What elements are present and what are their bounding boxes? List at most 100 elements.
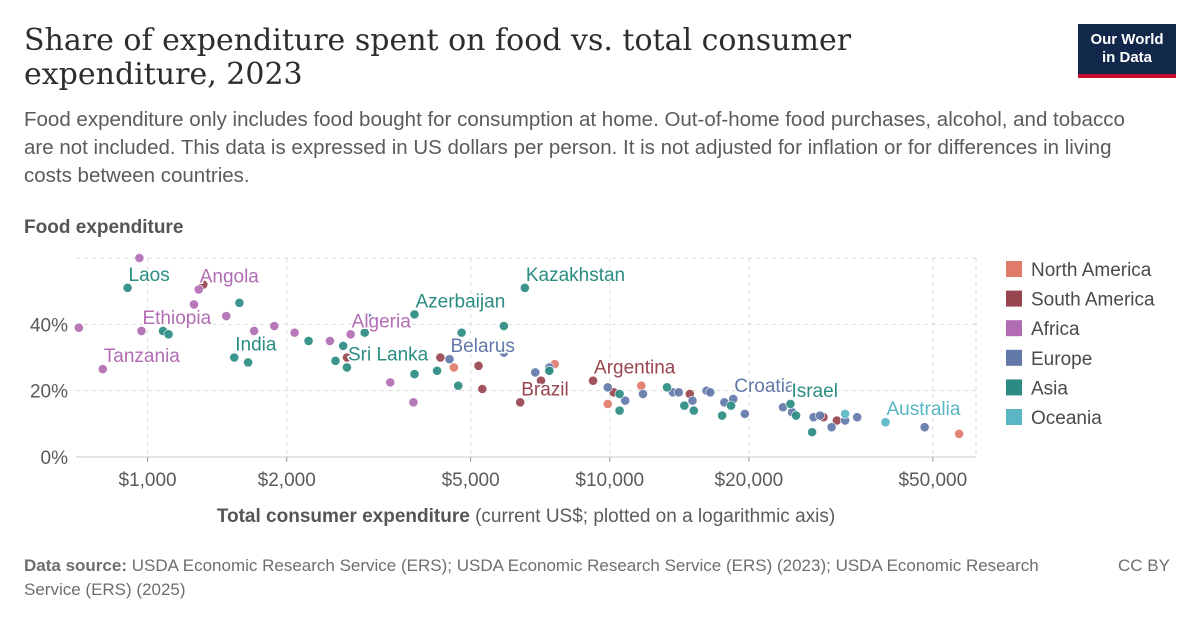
data-point[interactable]: [342, 362, 352, 373]
data-point[interactable]: [807, 427, 817, 438]
point-label: Australia: [887, 399, 961, 420]
data-point[interactable]: [815, 410, 825, 421]
data-point[interactable]: [193, 284, 204, 295]
data-point[interactable]: [544, 365, 555, 376]
point-label: Tanzania: [104, 346, 180, 367]
legend-swatch[interactable]: [1006, 320, 1022, 337]
data-point[interactable]: [785, 399, 796, 409]
legend-label[interactable]: Africa: [1031, 319, 1080, 340]
data-point[interactable]: [705, 387, 716, 398]
data-point[interactable]: [791, 410, 801, 421]
point-label: Angola: [200, 267, 260, 288]
data-point[interactable]: [954, 428, 965, 439]
legend-swatch[interactable]: [1006, 409, 1022, 425]
data-point[interactable]: [638, 389, 648, 399]
data-point[interactable]: [688, 405, 699, 416]
y-axis-title: Food expenditure: [24, 217, 183, 238]
data-point[interactable]: [136, 326, 147, 336]
legend-label[interactable]: Europe: [1031, 349, 1092, 370]
data-point[interactable]: [249, 326, 260, 336]
data-point[interactable]: [345, 329, 356, 340]
data-point[interactable]: [243, 357, 254, 368]
data-point[interactable]: [456, 327, 467, 338]
data-point[interactable]: [840, 408, 851, 419]
data-point[interactable]: [342, 352, 352, 363]
data-point[interactable]: [234, 297, 245, 308]
data-point[interactable]: [97, 364, 108, 375]
data-point[interactable]: [498, 347, 509, 358]
y-tick-label: 0%: [41, 448, 69, 469]
x-axis-title: Total consumer expenditure (current US$;…: [217, 506, 835, 527]
data-point[interactable]: [221, 311, 232, 321]
legend-swatch[interactable]: [1006, 349, 1022, 366]
data-point[interactable]: [409, 309, 420, 320]
data-point[interactable]: [620, 395, 631, 406]
data-point[interactable]: [385, 377, 396, 388]
legend-label[interactable]: North America: [1031, 260, 1152, 281]
data-point[interactable]: [73, 322, 84, 333]
data-point[interactable]: [536, 375, 546, 386]
chart-title: Share of expenditure spent on food vs. t…: [24, 23, 852, 92]
data-point[interactable]: [330, 355, 341, 366]
legend-swatch[interactable]: [1006, 379, 1022, 396]
data-point[interactable]: [134, 253, 145, 263]
data-point[interactable]: [515, 397, 526, 408]
point-label: Brazil: [521, 379, 569, 400]
data-point[interactable]: [303, 336, 314, 346]
data-point[interactable]: [826, 422, 837, 433]
data-source: Data source: USDA Economic Research Serv…: [24, 554, 1054, 602]
our-world-in-data-logo[interactable]: Our World in Data: [1078, 24, 1176, 78]
point-label: Laos: [129, 265, 170, 286]
data-point[interactable]: [122, 282, 133, 293]
data-point[interactable]: [588, 375, 598, 386]
data-point[interactable]: [435, 352, 446, 363]
data-point[interactable]: [444, 354, 455, 365]
data-point[interactable]: [739, 408, 750, 419]
data-point[interactable]: [530, 367, 541, 378]
data-point[interactable]: [338, 340, 349, 351]
data-point[interactable]: [636, 380, 647, 391]
data-point[interactable]: [229, 352, 240, 363]
data-point[interactable]: [687, 395, 698, 406]
data-point[interactable]: [409, 369, 420, 379]
x-tick-label: $20,000: [715, 470, 784, 491]
data-point[interactable]: [880, 417, 891, 428]
legend-label[interactable]: Oceania: [1031, 408, 1102, 429]
data-point[interactable]: [519, 282, 530, 293]
license-link[interactable]: CC BY: [1118, 556, 1170, 575]
data-point[interactable]: [163, 329, 174, 340]
data-point[interactable]: [359, 327, 370, 338]
x-tick-label: $2,000: [258, 470, 316, 491]
legend-swatch[interactable]: [1006, 261, 1022, 277]
legend-label[interactable]: Asia: [1031, 378, 1068, 399]
data-point[interactable]: [473, 360, 484, 371]
data-point[interactable]: [662, 382, 672, 393]
data-point[interactable]: [614, 389, 625, 399]
data-point[interactable]: [852, 412, 863, 423]
data-point[interactable]: [408, 397, 419, 408]
data-point[interactable]: [919, 422, 930, 433]
data-point[interactable]: [602, 382, 613, 393]
point-label: Croatia: [734, 376, 796, 397]
data-point[interactable]: [189, 299, 199, 310]
data-point[interactable]: [449, 362, 459, 373]
legend-label[interactable]: South America: [1031, 290, 1155, 311]
data-point[interactable]: [673, 387, 684, 398]
point-label: Algeria: [352, 311, 412, 332]
data-point[interactable]: [602, 399, 613, 409]
data-point[interactable]: [289, 327, 300, 338]
data-point[interactable]: [498, 321, 509, 331]
data-point[interactable]: [614, 405, 625, 416]
data-point[interactable]: [679, 400, 690, 411]
legend-swatch[interactable]: [1006, 290, 1022, 307]
data-point[interactable]: [363, 312, 374, 323]
point-label: Israel: [791, 381, 837, 402]
data-point[interactable]: [453, 380, 464, 391]
data-point[interactable]: [726, 400, 736, 411]
data-point[interactable]: [325, 336, 335, 346]
data-point[interactable]: [717, 410, 727, 421]
data-point[interactable]: [432, 365, 442, 376]
data-point[interactable]: [477, 384, 488, 394]
data-point[interactable]: [269, 321, 280, 331]
